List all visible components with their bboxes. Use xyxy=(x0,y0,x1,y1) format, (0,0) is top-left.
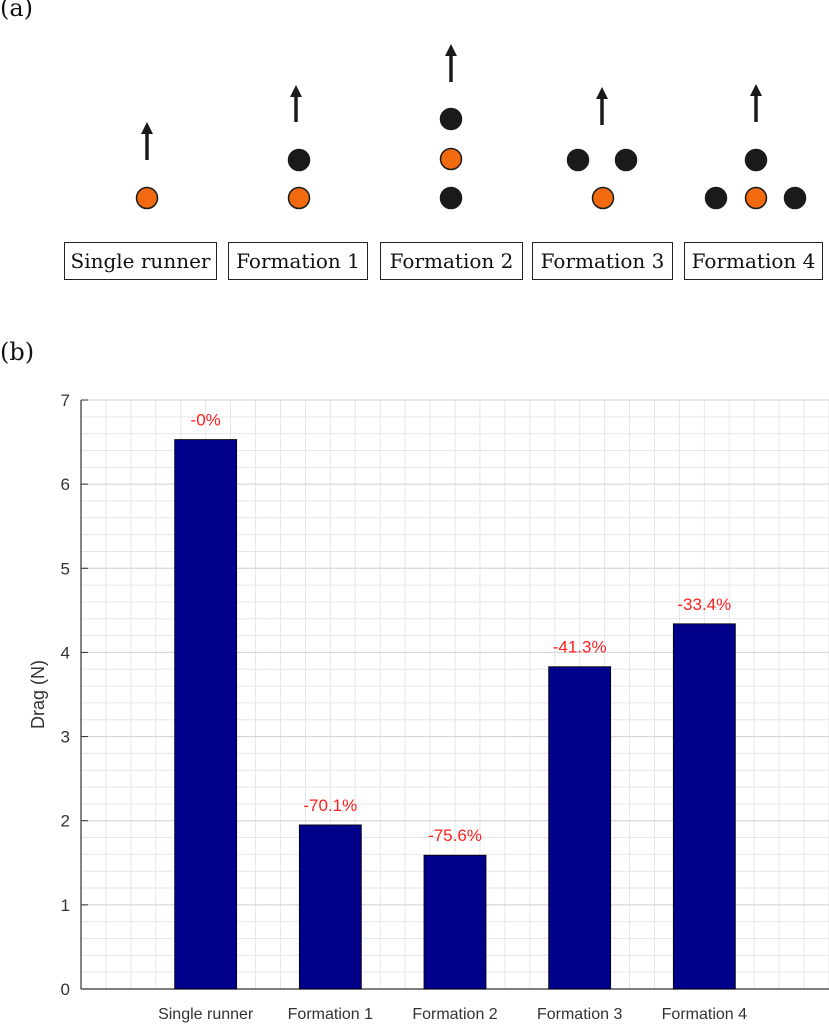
y-tick-label: 3 xyxy=(61,728,70,747)
bar-data-label: -0% xyxy=(191,411,221,430)
subject-runner xyxy=(439,147,463,171)
y-tick-label: 5 xyxy=(61,559,70,578)
drafting-runner xyxy=(783,186,807,210)
formation-label-2: Formation 2 xyxy=(380,242,523,280)
y-tick-label: 2 xyxy=(61,812,70,831)
formation-label-single-runner: Single runner xyxy=(64,242,217,280)
x-tick-label: Formation 2 xyxy=(412,1006,497,1023)
bar xyxy=(298,824,362,990)
drafting-runner xyxy=(439,107,463,131)
formation-label-1: Formation 1 xyxy=(228,242,368,280)
bar-data-label: -33.4% xyxy=(677,595,731,614)
direction-arrow-icon xyxy=(445,44,457,56)
drafting-runner xyxy=(566,148,590,172)
y-tick-label: 1 xyxy=(61,896,70,915)
x-tick-label: Formation 4 xyxy=(662,1006,747,1023)
bar xyxy=(423,854,487,990)
bar xyxy=(548,666,612,990)
formation-label-3: Formation 3 xyxy=(532,242,673,280)
formation-diagram xyxy=(135,44,807,210)
drafting-runner xyxy=(704,186,728,210)
panel-b-label: (b) xyxy=(0,338,35,366)
formation-label-4: Formation 4 xyxy=(684,242,823,280)
bar-data-label: -41.3% xyxy=(553,638,607,657)
drafting-runner xyxy=(439,186,463,210)
direction-arrow-icon xyxy=(750,84,762,96)
x-tick-label: Formation 1 xyxy=(288,1006,373,1023)
bar xyxy=(672,623,736,990)
direction-arrow-icon xyxy=(141,122,153,134)
bar xyxy=(174,439,238,990)
panel-a-label: (a) xyxy=(0,0,34,22)
bar-data-label: -75.6% xyxy=(428,826,482,845)
subject-runner xyxy=(591,186,615,210)
x-tick-label: Formation 3 xyxy=(537,1006,622,1023)
y-tick-label: 0 xyxy=(61,980,70,999)
direction-arrow-icon xyxy=(596,87,608,99)
drafting-runner xyxy=(744,148,768,172)
drafting-runner xyxy=(287,148,311,172)
y-axis-label: Drag (N) xyxy=(28,660,48,729)
subject-runner xyxy=(135,186,159,210)
direction-arrow-icon xyxy=(290,85,302,97)
y-tick-label: 7 xyxy=(61,391,70,410)
bar-data-label: -70.1% xyxy=(303,796,357,815)
subject-runner xyxy=(744,186,768,210)
x-tick-label: Single runner xyxy=(158,1006,254,1023)
y-tick-label: 6 xyxy=(61,475,70,494)
drafting-runner xyxy=(614,148,638,172)
subject-runner xyxy=(287,186,311,210)
y-tick-label: 4 xyxy=(61,643,70,662)
